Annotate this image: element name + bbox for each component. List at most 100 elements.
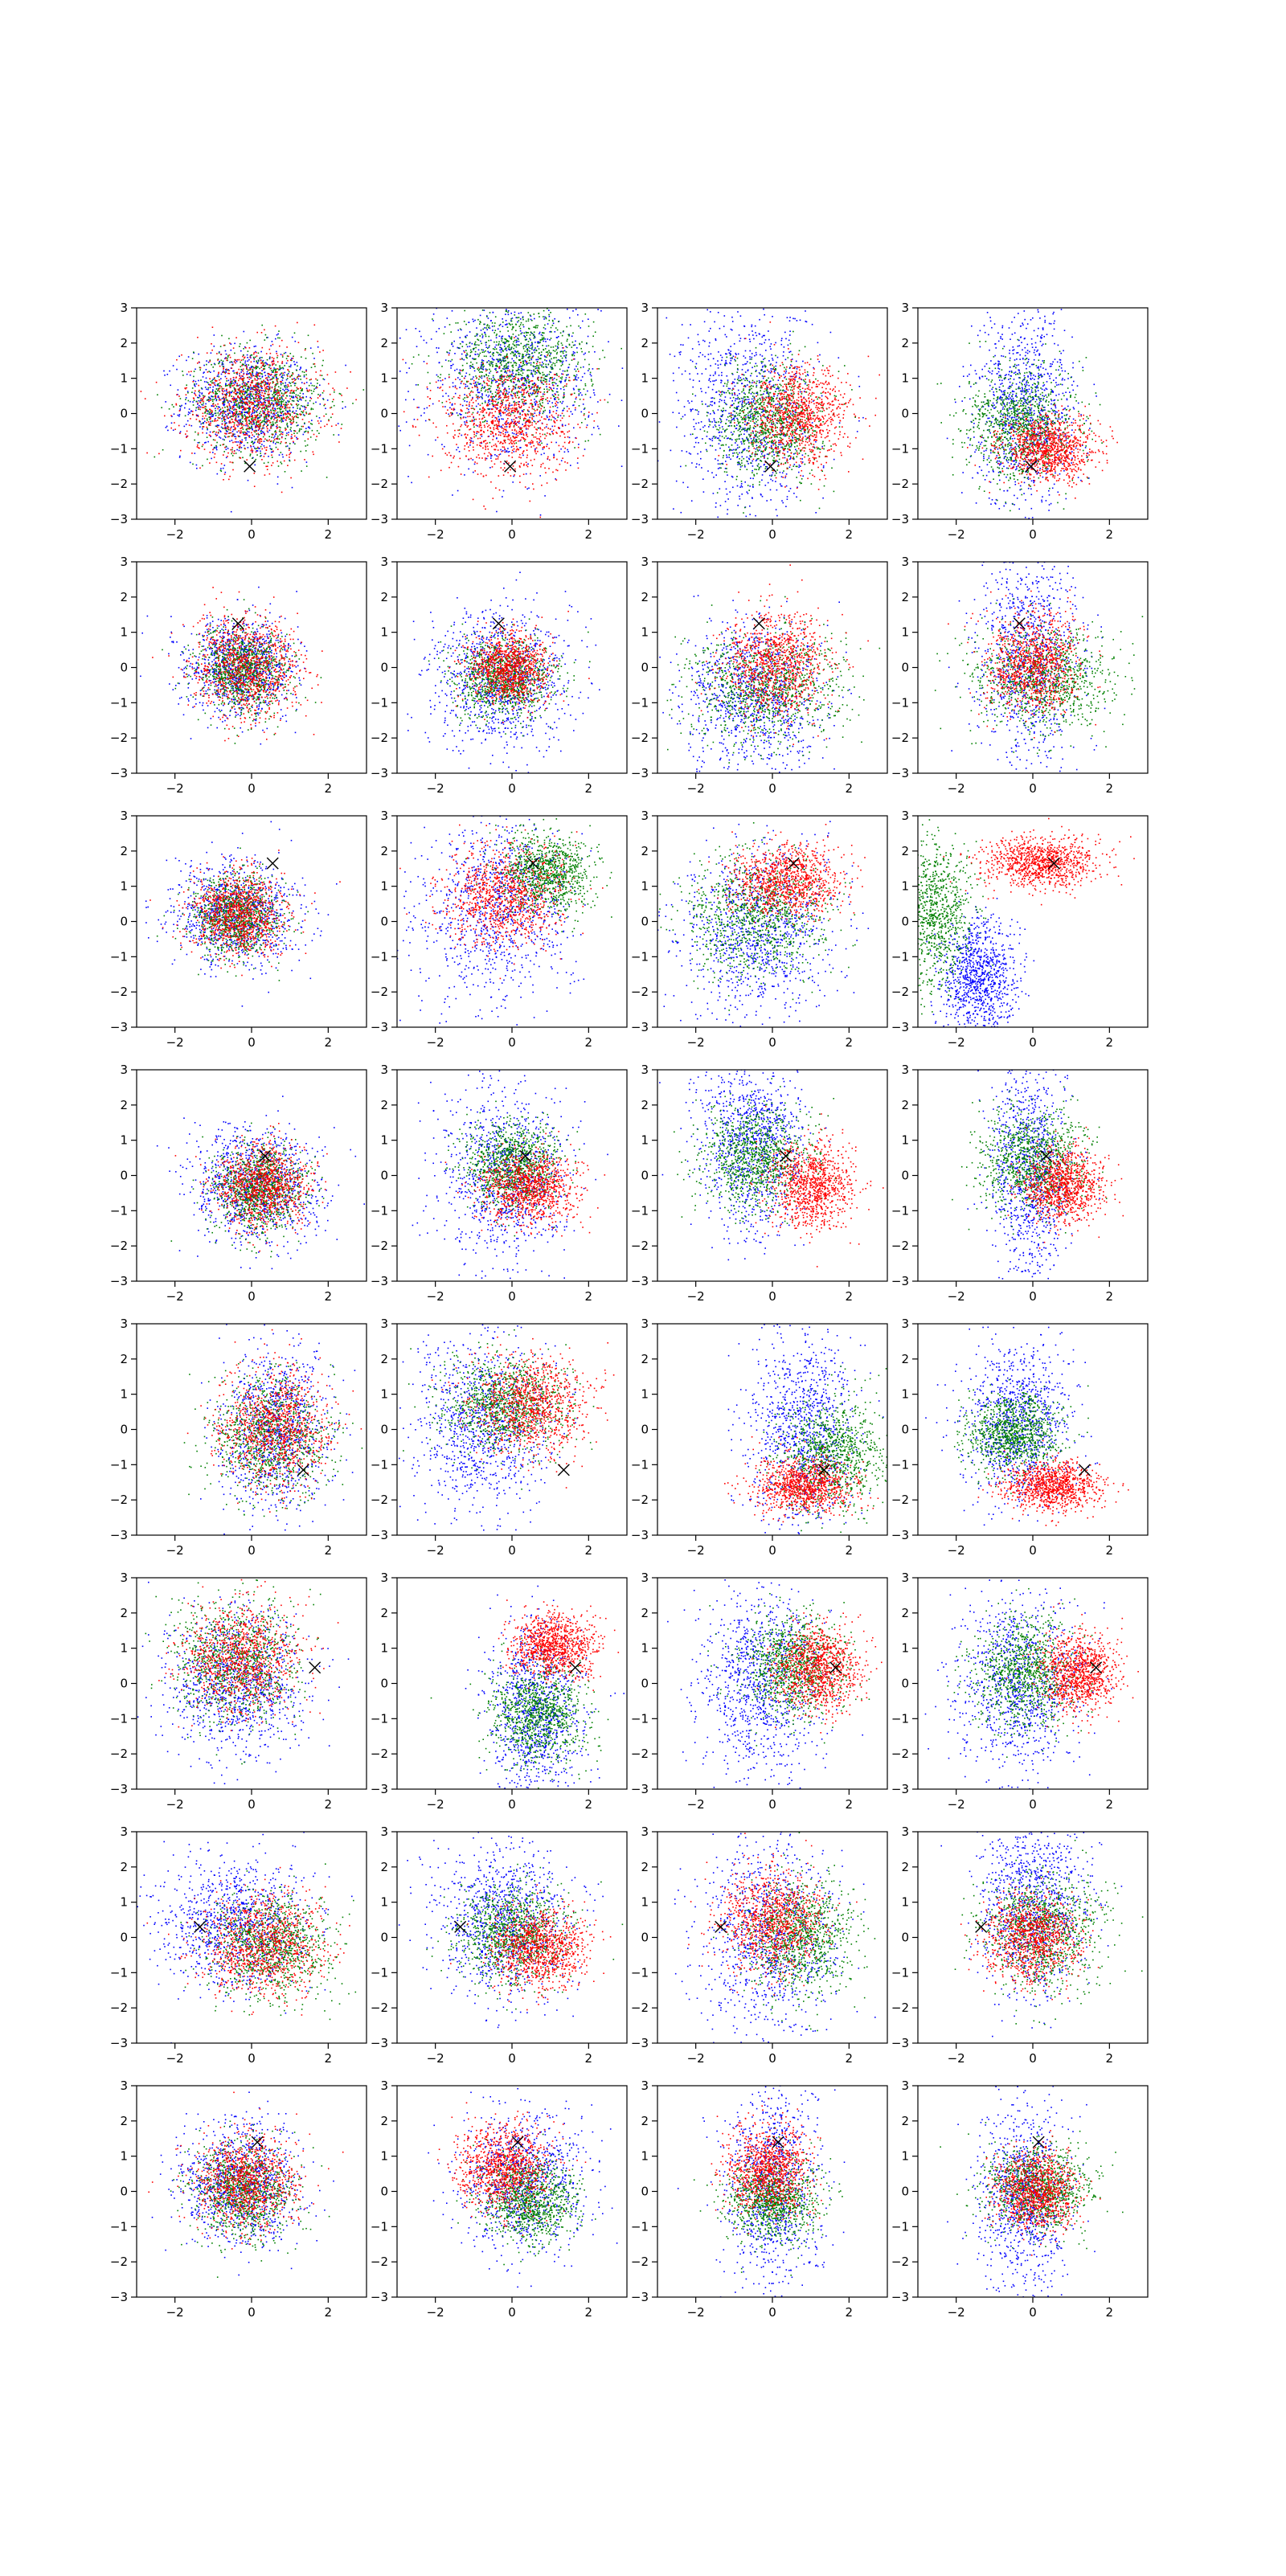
point [238,380,240,382]
point [186,387,187,389]
point [547,444,548,445]
point [331,407,333,408]
point [289,454,290,456]
point [524,440,526,442]
point [224,412,226,414]
point [448,354,450,356]
point [406,372,408,374]
point [252,444,254,445]
point [574,379,575,381]
point [223,451,225,453]
point [491,361,493,362]
point [282,389,284,391]
point [256,424,257,425]
point [546,381,547,383]
point [481,412,482,413]
point [279,395,281,396]
point [543,375,544,376]
point [243,407,244,408]
point [310,436,312,438]
point [317,394,319,395]
point [214,383,215,384]
point [581,342,583,343]
point [512,395,514,397]
point [490,386,492,387]
point [533,384,534,386]
point [529,360,530,362]
point [224,411,226,412]
point [229,385,231,387]
point [178,425,180,427]
point [522,403,524,404]
point [273,367,275,369]
point [309,385,310,387]
point [252,402,254,403]
point [457,415,459,416]
point [465,357,467,358]
point [237,422,239,424]
point [271,418,272,420]
point [521,399,522,401]
point [574,447,575,448]
point [463,369,465,371]
point [537,385,539,387]
point [290,429,292,431]
point [587,391,588,392]
point [581,395,583,396]
point [558,341,559,342]
point [326,414,327,416]
point [477,354,479,355]
point [220,468,222,469]
point [608,341,609,342]
point [277,355,279,357]
point [563,361,564,362]
point [301,382,303,383]
point [272,403,274,405]
point [185,433,186,435]
point [264,445,265,447]
point [240,366,242,367]
point [585,313,587,315]
point [531,373,533,375]
point [311,420,313,421]
point [453,364,454,366]
point [256,384,258,386]
point [496,455,498,457]
point [481,359,483,361]
point [474,344,476,346]
point [530,364,532,366]
point [504,343,506,345]
point [257,436,259,438]
point [233,453,235,454]
point [220,346,222,347]
point [493,355,494,357]
point [232,407,234,408]
point [476,335,477,337]
point [211,350,213,351]
point [193,397,195,399]
point [203,416,204,417]
point [558,395,559,396]
point [244,396,246,398]
point [461,354,463,355]
point [547,417,548,419]
point [258,389,260,391]
point [264,474,266,476]
point [559,401,561,403]
point [465,324,467,326]
point [526,432,527,434]
point [290,419,292,420]
point [269,397,271,399]
point [558,336,559,338]
point [472,379,473,380]
point [203,413,204,415]
point [529,350,530,352]
point [281,441,282,443]
point [220,408,222,410]
point [455,387,457,388]
point [529,417,530,419]
point [492,393,494,395]
point [261,395,263,396]
point [179,456,181,457]
y-tick-label: 2 [120,336,128,350]
